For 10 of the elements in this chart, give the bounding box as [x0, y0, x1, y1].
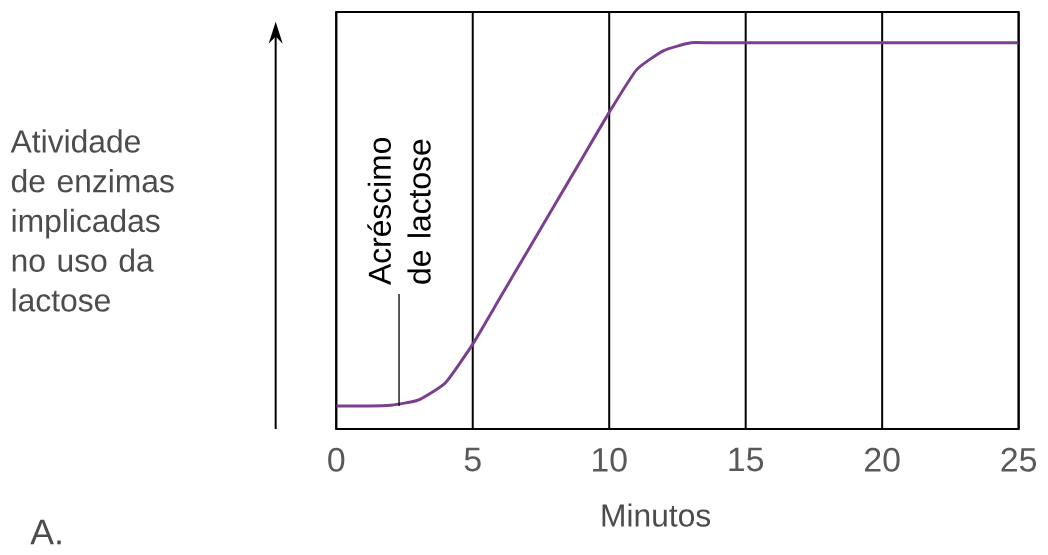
x-tick-label: 20 [865, 447, 900, 472]
annotation: Acréscimo de lactose [367, 138, 431, 285]
x-axis-title: Minutos [602, 503, 711, 527]
x-tick-label: 5 [464, 447, 481, 472]
y-axis-title: Atividade de enzimas implicadas no uso da lactose [10, 129, 174, 312]
x-tick-label: 10 [593, 447, 627, 472]
text: A. [30, 519, 61, 545]
x-tick-label: 25 [1001, 447, 1036, 472]
x-tick-label: 0 [328, 447, 345, 472]
x-tick-label: 15 [729, 447, 764, 472]
